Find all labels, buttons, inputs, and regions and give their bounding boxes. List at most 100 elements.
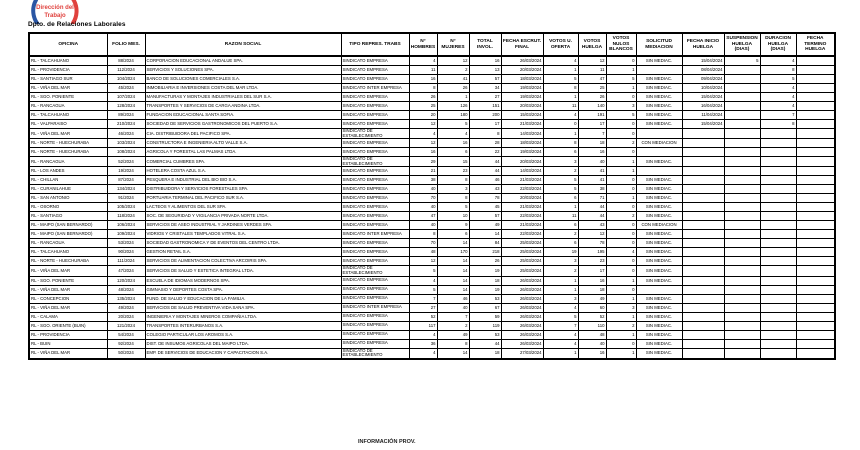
cell-votos_huelga: 195 (577, 247, 607, 258)
cell-tipo: SINDICATO EMPRESA (340, 55, 410, 66)
cell-votos_huelga: 18 (577, 284, 607, 295)
cell-duracion (759, 229, 797, 240)
column-header-hombres: N° HOMBRES (408, 32, 438, 57)
cell-total: 34 (468, 83, 502, 93)
cell-total: 8 (468, 127, 502, 140)
cell-mujeres: 6 (436, 229, 470, 240)
column-header-fecha_inicio: FECHA INICIO HUELGA (681, 32, 725, 57)
cell-hombres: 5 (408, 265, 438, 277)
cell-total: 44 (468, 166, 502, 177)
cell-duracion: 4 (759, 92, 797, 102)
cell-votos_nulos: 0 (605, 220, 637, 231)
cell-votos_huelga: 17 (577, 265, 607, 277)
cell-fecha_inicio (681, 220, 725, 231)
cell-total: 49 (468, 220, 502, 231)
cell-duracion (759, 184, 797, 195)
cell-razon: SERVICIOS DE SALUD PREVENTIVA VIDA SANA … (144, 302, 342, 313)
cell-oficina: RL - SANTIAGO (28, 211, 108, 222)
cell-fecha_inicio: 16/04/2024 (681, 101, 725, 111)
cell-solicitud: SIN MEDIAC. (635, 302, 683, 313)
cell-fecha_escrut: 14/03/2024 (500, 127, 544, 140)
cell-mujeres: 14 (436, 256, 470, 267)
cell-fecha_termino (795, 256, 836, 267)
cell-fecha_inicio: 09/04/2024 (681, 74, 725, 84)
cell-duracion (759, 211, 797, 222)
cell-fecha_escrut: 26/03/2024 (500, 55, 544, 66)
cell-folio: 120/2024 (106, 275, 146, 286)
cell-votos_huelga: 44 (577, 211, 607, 222)
cell-mujeres: 10 (436, 211, 470, 222)
cell-mujeres: 5 (436, 119, 470, 129)
cell-tipo: SINDICATO EMPRESA (340, 110, 410, 120)
cell-oficina: RL - TALCAHUANO (28, 247, 108, 258)
cell-suspension (723, 284, 761, 295)
cell-hombres: 70 (408, 238, 438, 249)
cell-duracion (759, 302, 797, 313)
cell-fecha_escrut: 19/03/2024 (500, 147, 544, 158)
cell-hombres: 4 (408, 329, 438, 340)
cell-suspension (723, 347, 761, 360)
cell-folio: 87/2024 (106, 175, 146, 186)
cell-hombres: 27 (408, 302, 438, 313)
cell-votos_nulos: 1 (605, 329, 637, 340)
cell-fecha_inicio (681, 202, 725, 213)
cell-oficina: RL - TALCAHUANO (28, 110, 108, 120)
column-header-tipo: TIPO REPRES. TRABS (340, 32, 410, 57)
cell-fecha_escrut: 25/03/2024 (500, 238, 544, 249)
cell-folio: 53/2024 (106, 238, 146, 249)
cell-votos_nulos: 0 (605, 184, 637, 195)
cell-razon: FUNDACION EDUCACIONAL SANTA SOFIA. (144, 110, 342, 120)
cell-fecha_inicio (681, 147, 725, 158)
cell-mujeres: 8 (436, 338, 470, 349)
cell-fecha_inicio (681, 184, 725, 195)
cell-fecha_escrut: 26/03/2024 (500, 329, 544, 340)
cell-suspension (723, 110, 761, 120)
cell-votos_oferta: 3 (542, 293, 579, 304)
cell-votos_huelga: 71 (577, 193, 607, 204)
cell-fecha_inicio (681, 229, 725, 240)
cell-tipo: SINDICATO EMPRESA (340, 284, 410, 295)
cell-razon: SOC. DE SEGURIDAD Y VIGILANCIA PRIVADA N… (144, 211, 342, 222)
cell-mujeres: 7 (436, 311, 470, 322)
cell-fecha_inicio (681, 293, 725, 304)
cell-oficina: RL - MAIPO (SAN BERNARDO) (28, 229, 108, 240)
logo-arcs-icon: Dirección del Trabajo (31, 0, 79, 24)
cell-fecha_escrut: 22/03/2024 (500, 184, 544, 195)
cell-folio: 49/2024 (106, 302, 146, 313)
cell-votos_oferta: 3 (542, 156, 579, 168)
column-header-fecha_escrut: FECHA ESCRUT. FINAL (500, 32, 544, 57)
direccion-del-trabajo-logo: Dirección del Trabajo (30, 0, 80, 24)
cell-solicitud: SIN MEDIAC. (635, 265, 683, 277)
cell-total: 200 (468, 110, 502, 120)
cell-folio: 46/2024 (106, 127, 146, 140)
cell-votos_huelga: 60 (577, 302, 607, 313)
cell-solicitud: SIN MEDIAC. (635, 329, 683, 340)
cell-duracion (759, 238, 797, 249)
cell-hombres: 16 (408, 74, 438, 84)
cell-fecha_inicio (681, 256, 725, 267)
cell-votos_huelga: 48 (577, 329, 607, 340)
column-header-fecha_termino: FECHA TERMINO HUELGA (795, 32, 836, 57)
cell-razon: PESQUERA E INDUSTRIAL DEL BIO BIO S.A. (144, 175, 342, 186)
cell-total: 19 (468, 284, 502, 295)
cell-hombres: 36 (408, 338, 438, 349)
cell-oficina: RL - SAN ANTONIO (28, 193, 108, 204)
table-row: RL - BUIN 92/2024 DIST. DE INSUMOS AGRICOL… (28, 338, 836, 349)
cell-total: 13 (468, 65, 502, 75)
cell-fecha_inicio (681, 284, 725, 295)
cell-folio: 107/2024 (106, 92, 146, 102)
cell-solicitud: SIN MEDIAC. (635, 184, 683, 195)
cell-votos_huelga: 7 (577, 127, 607, 140)
cell-solicitud: SIN MEDIAC. (635, 74, 683, 84)
cell-votos_nulos: 2 (605, 320, 637, 331)
column-header-solicitud: SOLICITUD MEDIACION (635, 32, 683, 57)
cell-fecha_termino (795, 175, 836, 186)
cell-oficina: RL - OSORNO (28, 202, 108, 213)
cell-solicitud: SIN MEDIAC. (635, 293, 683, 304)
footer-note: INFORMACIÓN PROV. (358, 439, 416, 445)
cell-suspension (723, 293, 761, 304)
cell-fecha_inicio (681, 320, 725, 331)
cell-razon: SERVICIOS Y SOLUCIONES SPA. (144, 65, 342, 75)
cell-duracion: 4 (759, 101, 797, 111)
cell-fecha_termino (795, 74, 836, 84)
